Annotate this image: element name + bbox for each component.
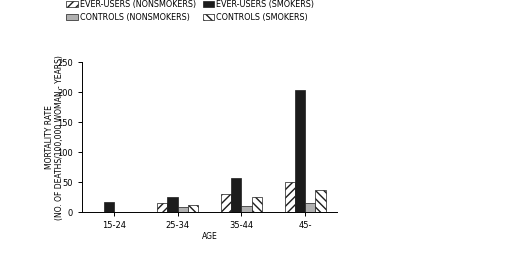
Y-axis label: MORTALITY RATE
(NO. OF DEATHS/100,000 WOMAN - YEARS): MORTALITY RATE (NO. OF DEATHS/100,000 WO… (44, 55, 64, 220)
Bar (221, 194, 231, 212)
Bar (305, 203, 315, 212)
Bar (241, 206, 251, 212)
Bar (295, 90, 305, 212)
Legend: EVER-USERS (NONSMOKERS), CONTROLS (NONSMOKERS), EVER-USERS (SMOKERS), CONTROLS (: EVER-USERS (NONSMOKERS), CONTROLS (NONSM… (66, 0, 314, 22)
Bar (315, 190, 326, 212)
Bar (231, 178, 241, 212)
X-axis label: AGE: AGE (202, 232, 217, 241)
Bar (285, 182, 295, 212)
Bar (251, 197, 262, 212)
Bar (178, 207, 188, 212)
Bar (157, 203, 168, 212)
Bar (168, 197, 178, 212)
Bar (104, 202, 114, 212)
Bar (188, 205, 198, 212)
